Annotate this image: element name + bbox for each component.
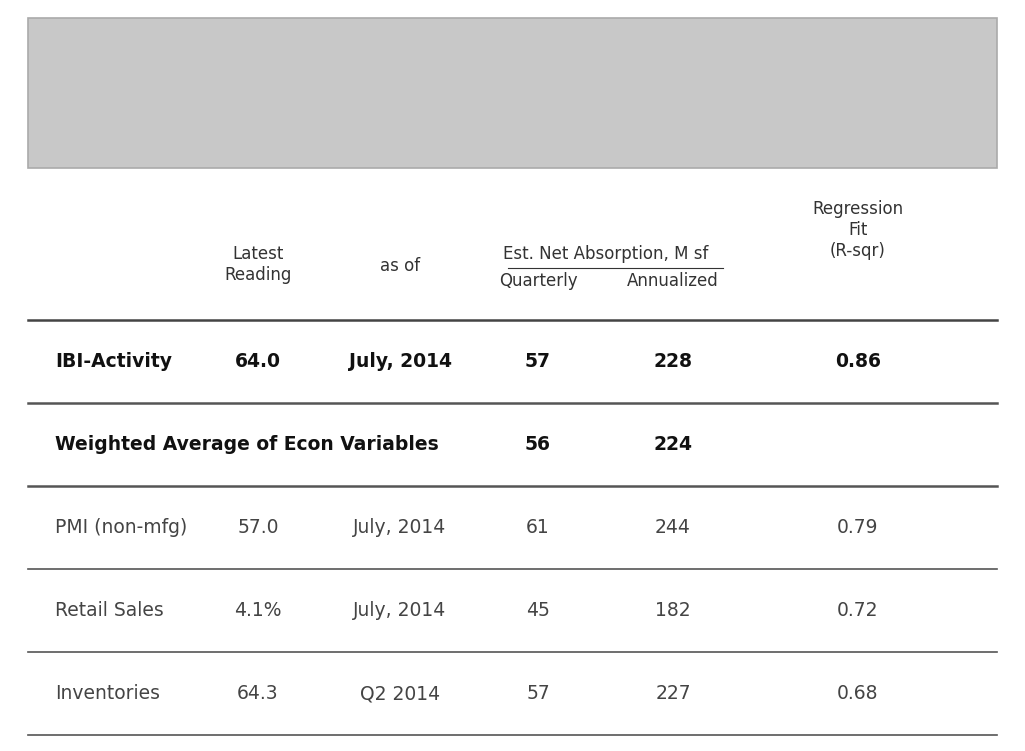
Text: Q2 2014: Q2 2014 [360, 684, 440, 703]
Text: 4.1%: 4.1% [235, 601, 282, 620]
Text: 228: 228 [654, 352, 693, 371]
Text: Annualized: Annualized [627, 272, 719, 290]
Text: 182: 182 [655, 601, 691, 620]
Text: 227: 227 [655, 684, 691, 703]
Text: 57: 57 [526, 684, 549, 703]
Text: Regression
Fit
(R-sqr): Regression Fit (R-sqr) [813, 200, 904, 260]
Text: 56: 56 [525, 435, 551, 454]
Text: 57: 57 [525, 352, 551, 371]
Text: 64.3: 64.3 [237, 684, 279, 703]
Text: 0.79: 0.79 [837, 518, 878, 537]
Text: 0.72: 0.72 [837, 601, 878, 620]
Text: Latest
Reading: Latest Reading [224, 245, 292, 284]
Text: Inventories: Inventories [55, 684, 160, 703]
Text: 224: 224 [654, 435, 693, 454]
Text: 61: 61 [526, 518, 549, 537]
Text: 45: 45 [526, 601, 550, 620]
Text: as of: as of [380, 257, 420, 275]
Text: 57.0: 57.0 [237, 518, 279, 537]
Text: PMI (non-mfg): PMI (non-mfg) [55, 518, 188, 537]
Text: July, 2014: July, 2014 [348, 352, 451, 371]
Text: 0.86: 0.86 [835, 352, 882, 371]
Text: Quarterly: Quarterly [499, 272, 577, 290]
Text: Est. Net Absorption, M sf: Est. Net Absorption, M sf [503, 245, 708, 263]
Text: IBI-Activity: IBI-Activity [55, 352, 172, 371]
Text: July, 2014: July, 2014 [354, 601, 447, 620]
Text: Weighted Average of Econ Variables: Weighted Average of Econ Variables [55, 435, 439, 454]
Text: July, 2014: July, 2014 [354, 518, 447, 537]
Text: Retail Sales: Retail Sales [55, 601, 164, 620]
Text: 0.68: 0.68 [837, 684, 878, 703]
Text: 64.0: 64.0 [235, 352, 281, 371]
Text: 244: 244 [655, 518, 691, 537]
